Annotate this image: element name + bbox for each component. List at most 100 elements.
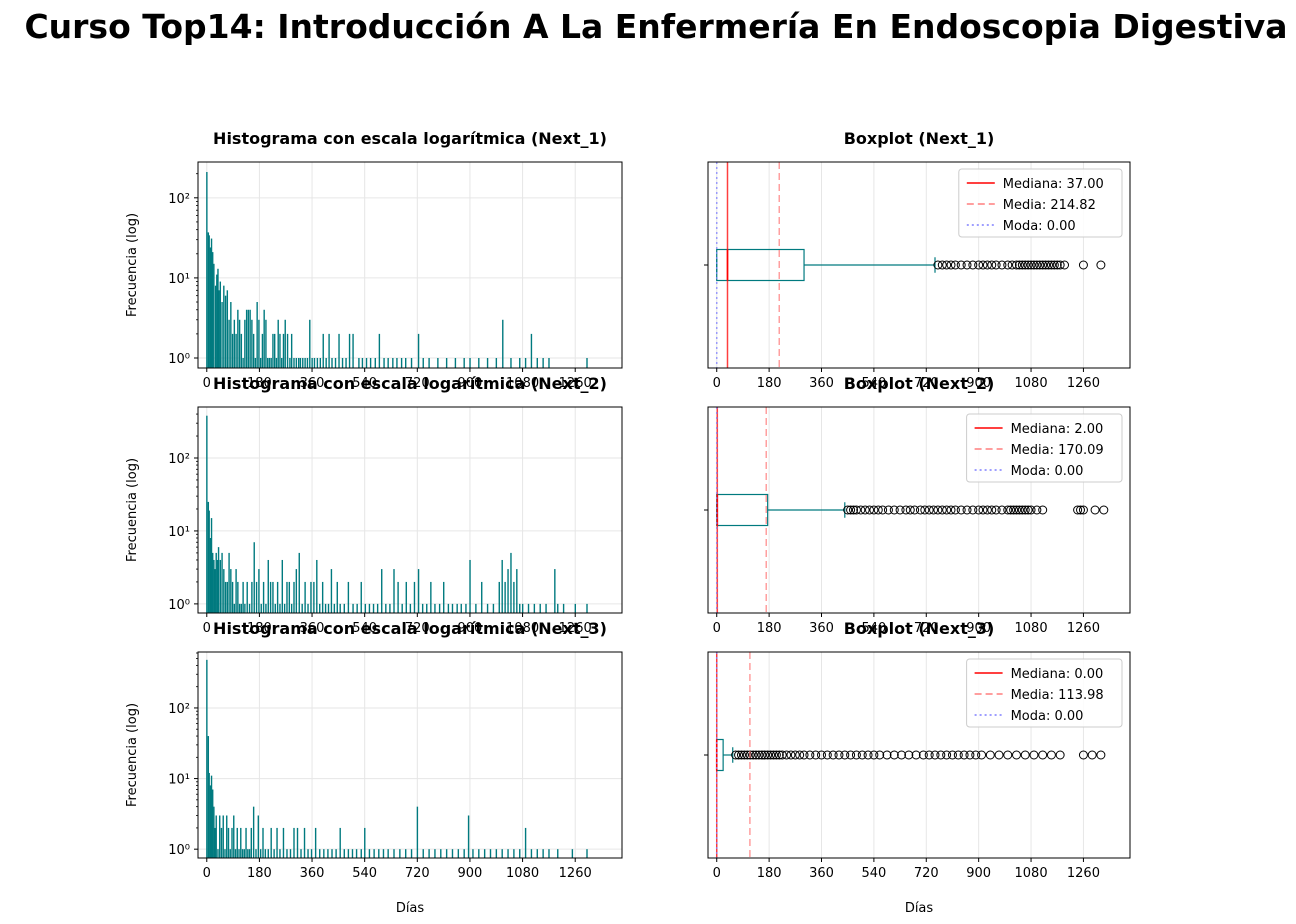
histogram-bar [217,547,220,613]
outlier-point [937,260,947,270]
histogram-bar [269,581,272,613]
legend-label: Media: 113.98 [1011,688,1104,703]
histogram-bar [248,849,251,858]
histogram-bar [510,357,512,368]
histogram-bar [456,603,458,613]
histogram-bar [252,333,255,368]
x-tick-label: 180 [757,376,782,391]
x-tick-label: 540 [861,376,886,391]
legend-label: Mediana: 2.00 [1011,422,1104,437]
box-iqr [716,248,805,282]
outlier-point [1029,750,1039,760]
outlier-point [1011,260,1021,270]
x-tick-label: 1260 [559,621,592,636]
x-tick-label: 180 [757,866,782,881]
histogram-bar [243,849,245,858]
x-tick-label: 540 [352,866,377,881]
histogram-bar [389,603,391,613]
outlier-point [1011,750,1021,760]
panel-title: Histograma con escala logarítmica (Next_… [213,129,607,148]
histogram-bar [241,849,244,858]
x-tick-label: 360 [809,376,834,391]
y-axis-label: Frecuencia (log) [125,458,140,562]
histogram-bar [328,333,330,368]
histogram-bar [217,268,219,368]
legend-label: Media: 170.09 [1011,443,1104,458]
legend-label: Moda: 0.00 [1003,219,1076,234]
outlier-point [924,505,934,515]
outlier-point [805,750,815,760]
histogram-bar [249,309,251,368]
panel-title: Boxplot (Next_2) [844,374,995,393]
histogram-bar [231,827,233,858]
histogram-bar [513,581,515,613]
outlier-point [771,750,781,760]
histogram-bar [262,581,265,613]
histogram-bar [274,603,276,613]
outlier-point [1055,750,1065,760]
outlier-point [851,505,861,515]
x-tick-label: 1260 [1067,376,1100,391]
histogram-bar [393,569,395,613]
histogram-bar [562,603,565,613]
histogram-bar [210,238,213,368]
outlier-point [1049,260,1059,270]
histogram-bar [387,849,389,858]
histogram-bar [214,285,217,368]
histogram-bar [469,357,471,368]
histogram-bar [586,849,588,858]
x-tick-label: 1260 [1067,866,1100,881]
histogram-bar [536,357,538,368]
histogram-bar [387,357,389,368]
histogram-bar [321,581,324,613]
x-axis-label: Días [905,901,934,916]
y-axis-label: Frecuencia (log) [125,703,140,807]
outlier-point [863,750,873,760]
outlier-point [786,750,796,760]
x-tick-label: 900 [966,621,991,636]
histogram-bar [233,815,235,858]
x-tick-label: 1080 [1015,376,1048,391]
histogram-bar [447,603,450,613]
outlier-point [883,505,893,515]
histogram-bar [336,581,338,613]
histogram-bar [368,849,371,858]
histogram-bar [451,603,454,613]
histogram-bar [270,827,272,858]
histogram-bar [248,603,251,613]
histogram-bar [236,827,238,858]
x-tick-label: 900 [458,621,483,636]
histogram-bar [348,333,351,368]
outlier-point [991,505,1001,515]
histogram-bar [213,806,215,858]
histogram-bar [445,849,448,858]
legend-label: Media: 214.82 [1003,198,1096,213]
histogram-bar [234,849,237,858]
histogram-bar [266,357,269,368]
histogram-bar [295,357,298,368]
histogram-bar [404,849,407,858]
histogram-bar [428,849,430,858]
histogram-bar [230,569,232,613]
histogram-bar [554,569,556,613]
histogram-bar [219,559,222,613]
histogram-bar [235,569,237,613]
x-tick-label: 0 [713,376,721,391]
histogram-bar [445,357,448,368]
histogram-bar [247,849,249,858]
histogram-bar [481,581,483,613]
axes-frame [197,651,623,859]
outlier-point [742,750,752,760]
outlier-point [1038,260,1048,270]
outlier-point [857,750,867,760]
outlier-point [1007,260,1017,270]
histogram-bar [240,333,243,368]
histogram-bar [252,806,255,858]
histogram-bar [212,789,214,858]
histogram-bar [355,849,358,858]
histogram-bar [310,849,313,858]
histogram-bar [286,581,288,613]
outlier-point [889,750,899,760]
histogram-bar [502,319,504,368]
